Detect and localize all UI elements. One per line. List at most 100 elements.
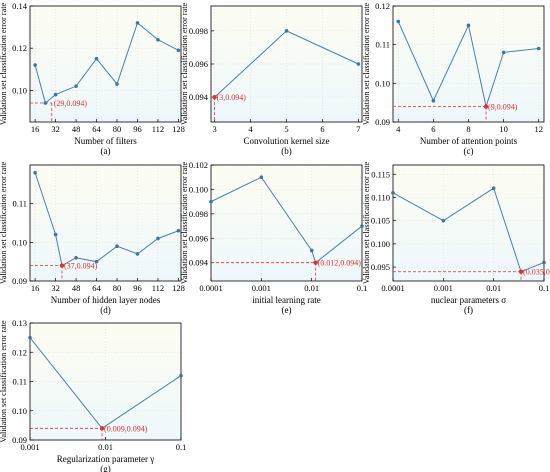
x-tick-label: 4: [248, 124, 253, 134]
x-tick-label: 96: [133, 283, 142, 293]
x-tick-label: 3: [212, 124, 216, 134]
data-point: [396, 19, 401, 24]
y-tick-label: 0.12: [375, 1, 390, 11]
y-tick-label: 0.098: [189, 26, 208, 36]
y-tick-label: 0.10: [12, 237, 27, 247]
x-tick-label: 0.01: [486, 283, 501, 293]
x-tick-label: 32: [51, 124, 60, 134]
x-tick-label: 0.1: [176, 442, 187, 452]
y-tick-label: 0.094: [189, 92, 209, 102]
y-axis-label: Validation set classification error rate: [180, 2, 189, 125]
x-axis-label: Number of filters: [74, 136, 137, 146]
data-point: [156, 37, 160, 42]
y-tick-label: 0.10: [375, 78, 390, 88]
panel-label: (e): [282, 305, 292, 315]
chart-panel-7: 0.09 0.10 0.11 0.12 0.13 0.001 0.01 0.1 Regulari…: [0, 318, 186, 472]
x-tick-label: 0.001: [20, 442, 39, 452]
data-point: [391, 191, 395, 195]
x-tick-label: 128: [172, 283, 185, 293]
data-point: [536, 46, 541, 51]
y-tick-label: 0.12: [12, 347, 27, 357]
x-tick-label: 6: [320, 124, 324, 134]
y-tick-label: 0.115: [371, 169, 390, 179]
y-tick-label: 0.11: [12, 377, 27, 387]
plot-frame: [29, 5, 182, 123]
data-point: [179, 373, 183, 378]
x-tick-label: 128: [172, 124, 185, 134]
highlight-label: (29,0.094): [54, 99, 88, 108]
data-point: [94, 56, 99, 61]
y-axis-label: Validation set classification error rate: [362, 2, 371, 125]
data-point: [115, 244, 119, 248]
x-axis-label: nuclear parameters σ: [431, 295, 506, 305]
highlight-point: [99, 426, 105, 431]
y-tick-label: 0.10: [12, 406, 27, 416]
x-tick-label: 48: [72, 124, 81, 134]
data-point: [259, 175, 264, 180]
x-tick-label: 16: [31, 283, 40, 293]
data-point: [441, 218, 446, 223]
panel-label: (a): [101, 146, 111, 156]
data-point: [74, 255, 78, 260]
x-tick-label: 8: [466, 124, 470, 134]
data-point: [135, 21, 140, 25]
panel-label: (b): [281, 146, 292, 156]
panel-label: (c): [464, 146, 474, 156]
y-tick-label: 0.098: [189, 209, 208, 219]
x-tick-label: 80: [113, 283, 122, 293]
x-axis-label: Convolution kernel size: [244, 136, 330, 146]
y-tick-label: 0.102: [189, 160, 208, 170]
x-tick-label: 0.01: [304, 283, 319, 293]
data-point: [135, 252, 140, 256]
panel-label: (d): [100, 305, 111, 315]
x-tick-label: 0.0001: [381, 283, 404, 293]
x-tick-label: 112: [152, 124, 164, 134]
x-axis-label: Regularization parameter γ: [57, 454, 154, 464]
chart-panel-1: 0.10 0.12 0.14 16 32 48 64 80 96 112 128 Number of …: [0, 1, 185, 156]
y-tick-label: 0.110: [371, 192, 390, 202]
chart-panel-6: 0.095 0.100 0.105 0.110 0.115 0.0001 0.001 0.01…: [362, 161, 550, 315]
data-point: [491, 186, 496, 190]
data-point: [309, 248, 314, 253]
y-axis-label: Validation set classification error rate: [0, 320, 8, 443]
data-point: [94, 259, 99, 264]
highlight-label: (3,0.094): [217, 93, 247, 102]
y-tick-label: 0.100: [371, 239, 390, 249]
y-tick-label: 0.09: [375, 117, 390, 127]
x-tick-label: 112: [152, 283, 164, 293]
x-tick-label: 80: [113, 124, 122, 134]
data-point: [360, 224, 364, 228]
data-point: [28, 335, 32, 340]
y-tick-label: 0.13: [12, 318, 27, 328]
y-axis-label: Validation set classification error rate: [180, 161, 189, 284]
x-axis-label: Number of attention points: [420, 136, 518, 146]
x-axis-label: initial learning rate: [252, 295, 320, 305]
x-tick-label: 48: [72, 283, 81, 293]
plot-frame: [210, 164, 363, 282]
highlight-point: [483, 104, 489, 109]
y-axis-label: Validation set classification error rate: [0, 161, 8, 284]
data-point: [33, 63, 37, 67]
plot-background: [30, 165, 181, 281]
data-point: [115, 82, 119, 86]
highlight-point: [212, 94, 217, 100]
panel-label: (f): [464, 305, 473, 315]
x-tick-label: 16: [31, 124, 40, 134]
x-tick-label: 12: [534, 124, 543, 134]
x-tick-label: 5: [284, 124, 288, 134]
y-tick-label: 0.096: [189, 59, 208, 69]
x-tick-label: 0.01: [98, 442, 113, 452]
y-tick-label: 0.096: [189, 233, 208, 243]
highlight-point: [313, 260, 318, 265]
y-tick-label: 0.11: [12, 199, 27, 209]
x-tick-label: 32: [51, 283, 60, 293]
x-tick-label: 64: [92, 124, 101, 134]
x-tick-label: 0.0001: [199, 283, 222, 293]
data-point: [74, 84, 78, 88]
data-point: [542, 260, 546, 265]
x-tick-label: 6: [431, 124, 435, 134]
highlight-label: (0.035,0.094): [523, 268, 550, 277]
x-axis-label: Number of hidden layer nodes: [51, 295, 161, 305]
y-tick-label: 0.100: [189, 184, 208, 194]
